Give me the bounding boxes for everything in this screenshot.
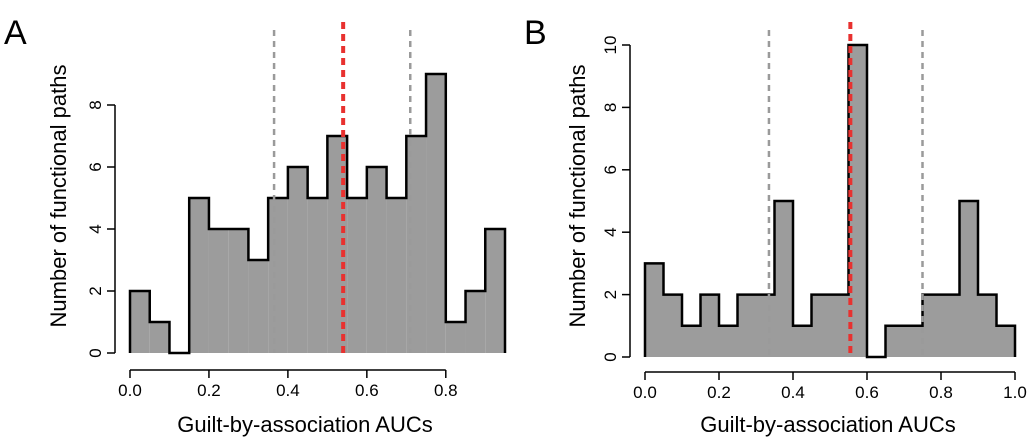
- panel-a-bar: [130, 291, 150, 353]
- panel-b-x-tick-label: 0.2: [707, 383, 731, 402]
- panel-b-x-tick-label: 0.4: [781, 383, 805, 402]
- panel-a-y-tick-label: 8: [86, 100, 105, 109]
- panel-b-histogram: B 0.0 0.2 0.4 0.6 0.8 1.0 0 2 4 6 8 10 Guilt-by-as…: [524, 14, 1027, 437]
- panel-a-bar: [307, 198, 328, 353]
- panel-b-bar: [737, 294, 756, 357]
- panel-b-y-tick-label: 8: [601, 103, 620, 112]
- panel-a-bar: [485, 229, 505, 353]
- panel-a-y-tick-label: 0: [86, 348, 105, 357]
- panel-a-x-axis: 0.0 0.2 0.4 0.6 0.8: [118, 369, 458, 400]
- panel-b-bar: [774, 201, 793, 357]
- panel-a-bar: [366, 167, 387, 353]
- panel-b-bar: [645, 263, 664, 357]
- panel-b-y-tick-label: 6: [601, 165, 620, 174]
- panel-a-bar: [149, 322, 170, 353]
- panel-a-bar: [347, 198, 367, 353]
- panel-b-bar: [811, 294, 830, 357]
- panel-b-bar: [978, 294, 997, 357]
- panel-a-y-axis-label: Number of functional paths: [46, 65, 71, 328]
- panel-b-y-tick-label: 2: [601, 290, 620, 299]
- panel-a-x-axis-label: Guilt-by-association AUCs: [177, 412, 433, 437]
- panel-a-bar: [287, 167, 308, 353]
- panel-b-y-tick-label: 4: [601, 227, 620, 236]
- panel-b-bar: [719, 325, 738, 357]
- panel-a-bar: [426, 74, 446, 353]
- panel-a-letter: A: [4, 14, 27, 52]
- panel-a-x-tick-label: 0.6: [355, 381, 379, 400]
- panel-b-bar: [959, 201, 978, 357]
- panel-a-reference-lines: [272, 22, 412, 353]
- panel-a-bar: [386, 198, 407, 353]
- panel-a-y-tick-label: 4: [86, 224, 105, 233]
- panel-b-x-tick-label: 0.6: [855, 383, 879, 402]
- panel-b-bar: [922, 294, 941, 357]
- panel-b-y-axis-label: Number of functional paths: [565, 65, 590, 328]
- panel-b-bar: [996, 325, 1015, 357]
- panel-b-x-axis-label: Guilt-by-association AUCs: [700, 412, 956, 437]
- panel-b-x-tick-label: 1.0: [1003, 383, 1027, 402]
- panel-a-bar: [208, 229, 229, 353]
- panel-a-x-tick-label: 0.4: [276, 381, 300, 400]
- panel-a-bars: [130, 74, 505, 353]
- panel-a-bar: [268, 198, 288, 353]
- panel-b-bar: [756, 294, 775, 357]
- panel-a-y-axis: 0 2 4 6 8: [86, 100, 116, 358]
- panel-b-bar: [830, 294, 849, 357]
- panel-b-y-tick-label: 10: [601, 36, 620, 55]
- panel-a-bar: [445, 322, 466, 353]
- panel-a-bar: [465, 291, 486, 353]
- panel-a-histogram: A 0.0 0.2 0.4 0.6 0.8 0 2 4 6 8 Guilt-by-associa…: [4, 14, 507, 437]
- panel-b-bar: [941, 294, 960, 357]
- panel-b-y-axis: 0 2 4 6 8 10: [601, 36, 631, 362]
- panel-b-y-tick-label: 0: [601, 352, 620, 361]
- panel-a-histogram-outline: [128, 72, 507, 355]
- panel-b-bar: [793, 325, 812, 357]
- panel-b-x-tick-label: 0.8: [929, 383, 953, 402]
- panel-a-x-tick-label: 0.8: [434, 381, 458, 400]
- panel-b-histogram-outline: [643, 43, 1017, 359]
- panel-a-y-tick-label: 6: [86, 162, 105, 171]
- panel-b-bar: [663, 294, 682, 357]
- panel-a-bar: [248, 260, 269, 353]
- panel-a-y-tick-label: 2: [86, 286, 105, 295]
- panel-a-x-tick-label: 0.2: [197, 381, 221, 400]
- panel-b-bars: [645, 45, 1015, 357]
- panel-a-bar: [189, 198, 209, 353]
- panel-b-reference-lines: [767, 22, 924, 357]
- panel-b-bar: [885, 325, 904, 357]
- panel-b-bar: [700, 294, 719, 357]
- panel-b-x-axis: 0.0 0.2 0.4 0.6 0.8 1.0: [633, 371, 1027, 402]
- panel-b-bar: [848, 45, 867, 357]
- panel-b-x-tick-label: 0.0: [633, 383, 657, 402]
- panel-a-bar: [228, 229, 249, 353]
- panel-b-bar: [904, 325, 923, 357]
- panel-a-x-tick-label: 0.0: [118, 381, 142, 400]
- panel-b-letter: B: [524, 14, 547, 52]
- panel-b-bar: [682, 325, 701, 357]
